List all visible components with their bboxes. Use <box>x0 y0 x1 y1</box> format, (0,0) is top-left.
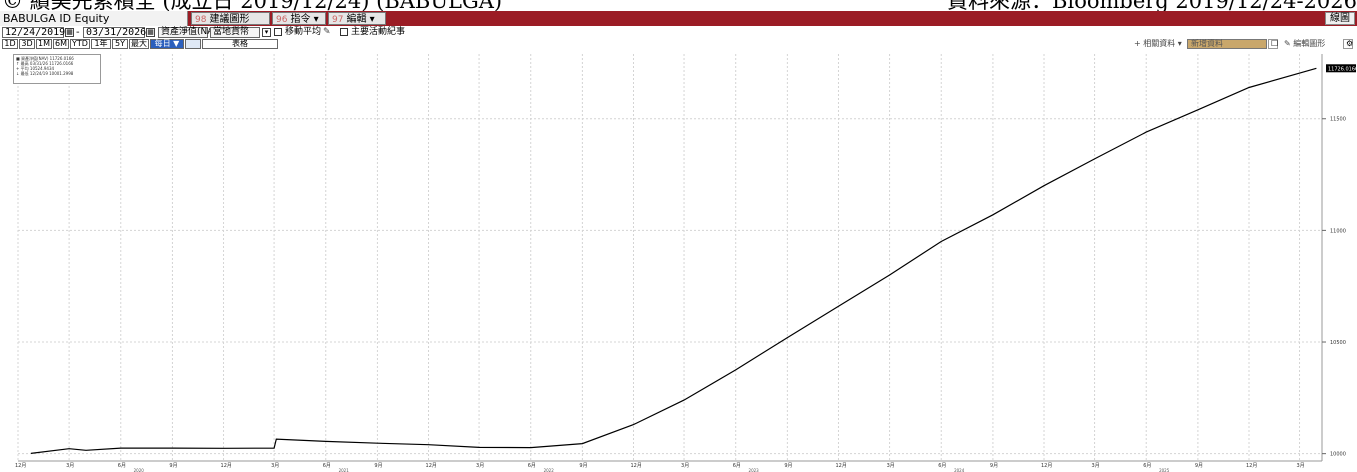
date-separator: - <box>76 27 80 38</box>
x-tick-label: 3月 <box>271 463 279 469</box>
related-data-dropdown[interactable]: + 相關資料 ▾ <box>1134 39 1182 48</box>
edit-button[interactable]: 97 編輯 ▾ <box>328 12 386 25</box>
date-range-row: 12/24/2019 ▦ - 03/31/2026 ▦ 資產淨值(NAV 當地貨… <box>0 27 1357 39</box>
period-max[interactable]: 最大 <box>129 39 149 49</box>
x-tick-label: 3月 <box>1092 463 1100 469</box>
nav-chart: 10000 10500 11000 11500 12月 3月 6月 9月 12月 3月 6月 9月 12… <box>15 54 1357 472</box>
events-label: 主要活動紀事 <box>351 27 406 37</box>
x-tick-label: 12月 <box>1246 463 1257 469</box>
x-tick-label: 9月 <box>579 463 587 469</box>
suggest-shortcut: 98 <box>195 15 207 25</box>
x-tick-label: 6月 <box>118 463 126 469</box>
start-date-field[interactable]: 12/24/2019 <box>2 27 65 38</box>
x-tick-label: 12月 <box>221 463 232 469</box>
period-1y[interactable]: 1年 <box>91 39 111 49</box>
x-year-label: 2021 <box>339 468 350 472</box>
clear-field-icon[interactable]: ☐ <box>1268 39 1278 49</box>
x-year-label: 2025 <box>1159 468 1170 472</box>
y-tick-label: 11500 <box>1330 117 1346 123</box>
related-data-label: 相關資料 <box>1143 39 1176 48</box>
currency-select[interactable]: 當地貨幣 <box>210 27 260 38</box>
x-tick-label: 9月 <box>784 463 792 469</box>
x-year-label: 2023 <box>749 468 760 472</box>
command-button[interactable]: 96 指令 ▾ <box>272 12 326 25</box>
pencil-icon[interactable]: ✎ <box>323 27 331 37</box>
x-tick-label: 9月 <box>169 463 177 469</box>
period-1m[interactable]: 1M <box>36 39 52 49</box>
edit-chart-label: 編輯圖形 <box>1293 39 1326 48</box>
x-year-label: 2022 <box>544 468 555 472</box>
frequency-option-box[interactable] <box>185 39 201 49</box>
moving-average-checkbox[interactable] <box>274 28 282 36</box>
chart-legend: ■ 資產淨值(NAV) 11726.0166 ↑ 最高 03/31/26 117… <box>13 54 101 84</box>
x-tick-label: 12月 <box>15 463 26 469</box>
edit-chart-button[interactable]: ✎ 編輯圖形 <box>1284 39 1326 48</box>
series-select[interactable]: 資產淨值(NAV <box>158 27 219 38</box>
x-tick-label: 12月 <box>835 463 846 469</box>
x-tick-label: 6月 <box>1143 463 1151 469</box>
settings-icon[interactable]: ⚙ <box>1343 39 1353 49</box>
title-bar: BABULGA ID Equity 98 建議圖形 96 指令 ▾ 97 編輯 ▾ 線… <box>0 11 1357 26</box>
suggest-chart-label: 建議圖形 <box>209 14 250 25</box>
new-data-field[interactable]: 新增資料 <box>1187 39 1267 49</box>
period-3d[interactable]: 3D <box>19 39 35 49</box>
end-calendar-icon[interactable]: ▦ <box>146 28 155 37</box>
x-tick-label: 9月 <box>990 463 998 469</box>
end-date-field[interactable]: 03/31/2026 <box>83 27 146 38</box>
x-tick-label: 12月 <box>426 463 437 469</box>
period-ytd[interactable]: YTD <box>70 39 90 49</box>
x-year-label: 2024 <box>954 468 965 472</box>
moving-average-label: 移動平均 <box>285 27 322 37</box>
x-tick-label: 3月 <box>887 463 895 469</box>
last-value-label: 11726.0166 <box>1328 66 1357 72</box>
x-tick-label: 3月 <box>66 463 74 469</box>
legend-row-low: ↓ 最低 12/24/19 10001.2998 <box>16 71 74 76</box>
period-5y[interactable]: 5Y <box>112 39 128 49</box>
x-year-label: 2020 <box>134 468 145 472</box>
x-tick-label: 9月 <box>1195 463 1203 469</box>
caption-title: © 績美先索積全 (成立日 2019/12/24) (BABULGA) <box>2 0 503 12</box>
edit-label: 編輯 <box>346 14 367 25</box>
ticker-label[interactable]: BABULGA ID Equity <box>0 11 188 26</box>
line-chart-button[interactable]: 線圖 <box>1325 12 1355 25</box>
nav-series-line <box>30 67 1317 454</box>
x-tick-label: 3月 <box>476 463 484 469</box>
frequency-select[interactable]: 每日 ▼ <box>150 39 184 49</box>
legend-row-nav: ■ 資產淨值(NAV) 11726.0166 <box>16 56 74 61</box>
last-value-tag <box>1326 64 1356 73</box>
x-tick-label: 6月 <box>323 463 331 469</box>
period-row: 1D 3D 1M 6M YTD 1年 5Y 最大 每日 ▼ 表格 + 相關資料 … <box>0 39 1357 50</box>
caption-source: 資料來源：Bloomberg 2019/12/24-2026 <box>947 0 1357 12</box>
period-6m[interactable]: 6M <box>53 39 69 49</box>
command-label: 指令 <box>290 14 311 25</box>
y-tick-label: 10500 <box>1330 340 1346 346</box>
y-tick-label: 10000 <box>1330 452 1346 458</box>
page-caption: © 績美先索積全 (成立日 2019/12/24) (BABULGA) 資料來源… <box>0 0 1357 12</box>
x-tick-label: 6月 <box>528 463 536 469</box>
x-tick-label: 12月 <box>1041 463 1052 469</box>
x-tick-label: 6月 <box>733 463 741 469</box>
command-shortcut: 96 <box>276 15 288 25</box>
period-1d[interactable]: 1D <box>2 39 18 49</box>
x-tick-label: 12月 <box>630 463 641 469</box>
x-tick-label: 9月 <box>374 463 382 469</box>
x-tick-label: 3月 <box>681 463 689 469</box>
y-tick-label: 11000 <box>1330 228 1346 234</box>
legend-row-average: + 平均 10524.9434 <box>16 66 55 71</box>
x-tick-label: 6月 <box>938 463 946 469</box>
table-button[interactable]: 表格 <box>202 39 278 49</box>
edit-shortcut: 97 <box>332 15 344 25</box>
currency-dropdown-icon[interactable]: ▾ <box>262 28 271 37</box>
x-tick-label: 3月 <box>1297 463 1305 469</box>
events-checkbox[interactable] <box>340 28 348 36</box>
start-calendar-icon[interactable]: ▦ <box>65 28 74 37</box>
suggest-chart-button[interactable]: 98 建議圖形 <box>191 12 270 25</box>
legend-row-high: ↑ 最高 03/31/26 11726.0166 <box>16 61 74 66</box>
